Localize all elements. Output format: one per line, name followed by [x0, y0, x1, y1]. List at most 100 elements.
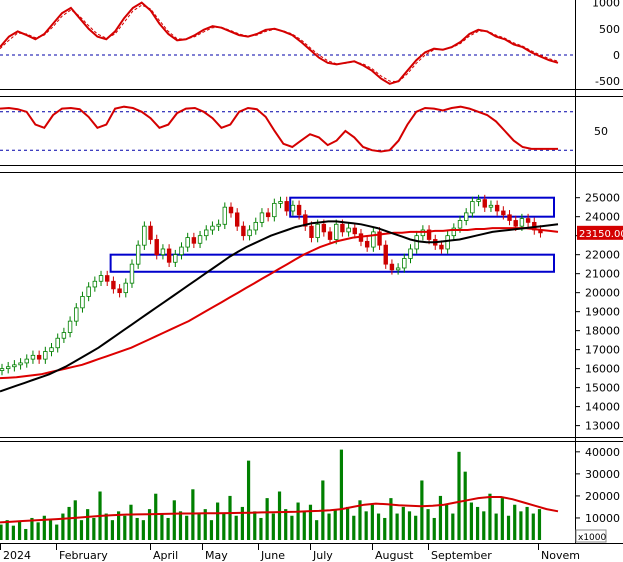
zone-box-1: [109, 253, 555, 273]
candle-body-85: [525, 218, 531, 223]
candle-body-59: [364, 240, 370, 248]
volume-bar-87: [537, 509, 542, 540]
candle-body-45: [278, 201, 283, 204]
volume-y-tick-3: 10000: [585, 512, 620, 525]
volume-bar-70: [432, 517, 436, 540]
volume-bar-65: [401, 506, 405, 540]
volume-bar-50: [308, 504, 313, 540]
volume-bar-10: [61, 513, 65, 540]
panel-frames: [0, 0, 623, 544]
candle-body-10: [61, 332, 67, 339]
volume-bar-35: [216, 502, 220, 540]
volume-bar-78: [482, 511, 486, 540]
candle-body-84: [519, 218, 525, 227]
candle-body-39: [241, 225, 246, 237]
volume-bar-17: [104, 513, 108, 540]
month-label-2: April: [153, 549, 178, 562]
candle-body-16: [98, 275, 104, 282]
volume-bar-51: [315, 520, 319, 540]
candle-body-79: [488, 204, 494, 208]
volume-bar-46: [284, 509, 288, 540]
candle-body-52: [321, 223, 327, 233]
last-price-box: [577, 225, 623, 240]
volume-bar-66: [407, 511, 412, 540]
volume-bar-63: [389, 498, 393, 540]
candle-body-33: [204, 229, 209, 237]
middle-panel: 50: [0, 105, 608, 153]
price-y-tick-9: 16000: [585, 363, 620, 376]
candle-body-8: [49, 347, 54, 352]
candle-body-49: [303, 214, 308, 227]
candle-body-17: [105, 275, 110, 282]
top-y-tick-0: 1000: [592, 0, 620, 10]
volume-bar-32: [197, 513, 201, 540]
volume-bar-13: [79, 520, 84, 540]
volume-bar-76: [469, 502, 473, 540]
volume-bar-53: [327, 513, 331, 540]
month-label-5: July: [312, 549, 333, 562]
price-y-tick-12: 13000: [585, 420, 620, 433]
candle-body-38: [234, 212, 240, 227]
candle-body-6: [36, 354, 42, 360]
volume-bar-44: [271, 513, 275, 540]
volume-bar-54: [333, 509, 337, 540]
volume-bar-83: [513, 504, 517, 540]
candle-body-75: [463, 212, 469, 221]
candle-body-27: [166, 248, 172, 263]
candle-body-1: [5, 366, 11, 370]
candle-body-21: [129, 263, 135, 284]
volume-y-tick-1: 30000: [585, 468, 620, 481]
volume-bar-1: [5, 520, 9, 540]
candle-body-18: [111, 280, 116, 290]
candle-body-66: [408, 248, 413, 259]
volume-bar-12: [73, 500, 77, 540]
volume-ma-line: [0, 496, 559, 524]
volume-bar-20: [123, 515, 127, 540]
candle-body-67: [414, 235, 419, 250]
volume-bar-61: [376, 513, 381, 540]
volume-bar-62: [383, 517, 387, 540]
volume-bar-59: [364, 511, 368, 540]
volume-bar-39: [240, 506, 244, 540]
candle-body-51: [315, 223, 320, 238]
candle-body-62: [383, 244, 388, 265]
volume-bar-77: [475, 506, 480, 540]
price-y-tick-4: 21000: [585, 268, 620, 281]
volume-bar-47: [290, 515, 294, 540]
volume-bar-73: [451, 513, 455, 540]
candle-body-43: [265, 212, 271, 218]
month-label-8: Novem: [541, 549, 580, 562]
price-panel: 2500024000230002200021000200001900018000…: [0, 192, 623, 433]
volume-bar-28: [172, 500, 176, 540]
zone-box-0: [289, 196, 555, 218]
ma-black-line: [0, 220, 559, 393]
volume-bar-68: [420, 480, 424, 540]
candle-body-74: [457, 220, 463, 229]
candle-body-77: [476, 199, 481, 202]
volume-bar-74: [457, 451, 461, 540]
x-axis: 2024 February April May June July August Septem…: [0, 543, 580, 562]
ma-red-line: [0, 227, 559, 380]
volume-bar-15: [92, 517, 96, 540]
candle-body-19: [117, 288, 122, 294]
volume-bar-11: [67, 506, 71, 540]
volume-bar-30: [185, 515, 189, 540]
price-y-tick-5: 20000: [585, 287, 620, 300]
candle-body-56: [346, 227, 351, 233]
candle-body-31: [191, 237, 197, 244]
candle-body-64: [395, 267, 401, 271]
volume-bar-58: [358, 500, 362, 540]
volume-bar-14: [86, 509, 90, 540]
top-y-tick-3: -500: [595, 75, 620, 88]
volume-bar-60: [370, 504, 374, 540]
candle-body-14: [86, 286, 91, 297]
price-y-tick-10: 15000: [585, 382, 620, 395]
price-y-tick-1: 24000: [585, 211, 620, 224]
month-label-6: August: [375, 549, 414, 562]
candle-body-80: [494, 204, 500, 212]
candle-body-3: [18, 362, 23, 366]
candle-body-48: [296, 204, 302, 216]
volume-bar-9: [55, 524, 59, 540]
top-y-tick-1: 500: [599, 23, 620, 36]
volume-bar-69: [426, 509, 430, 540]
